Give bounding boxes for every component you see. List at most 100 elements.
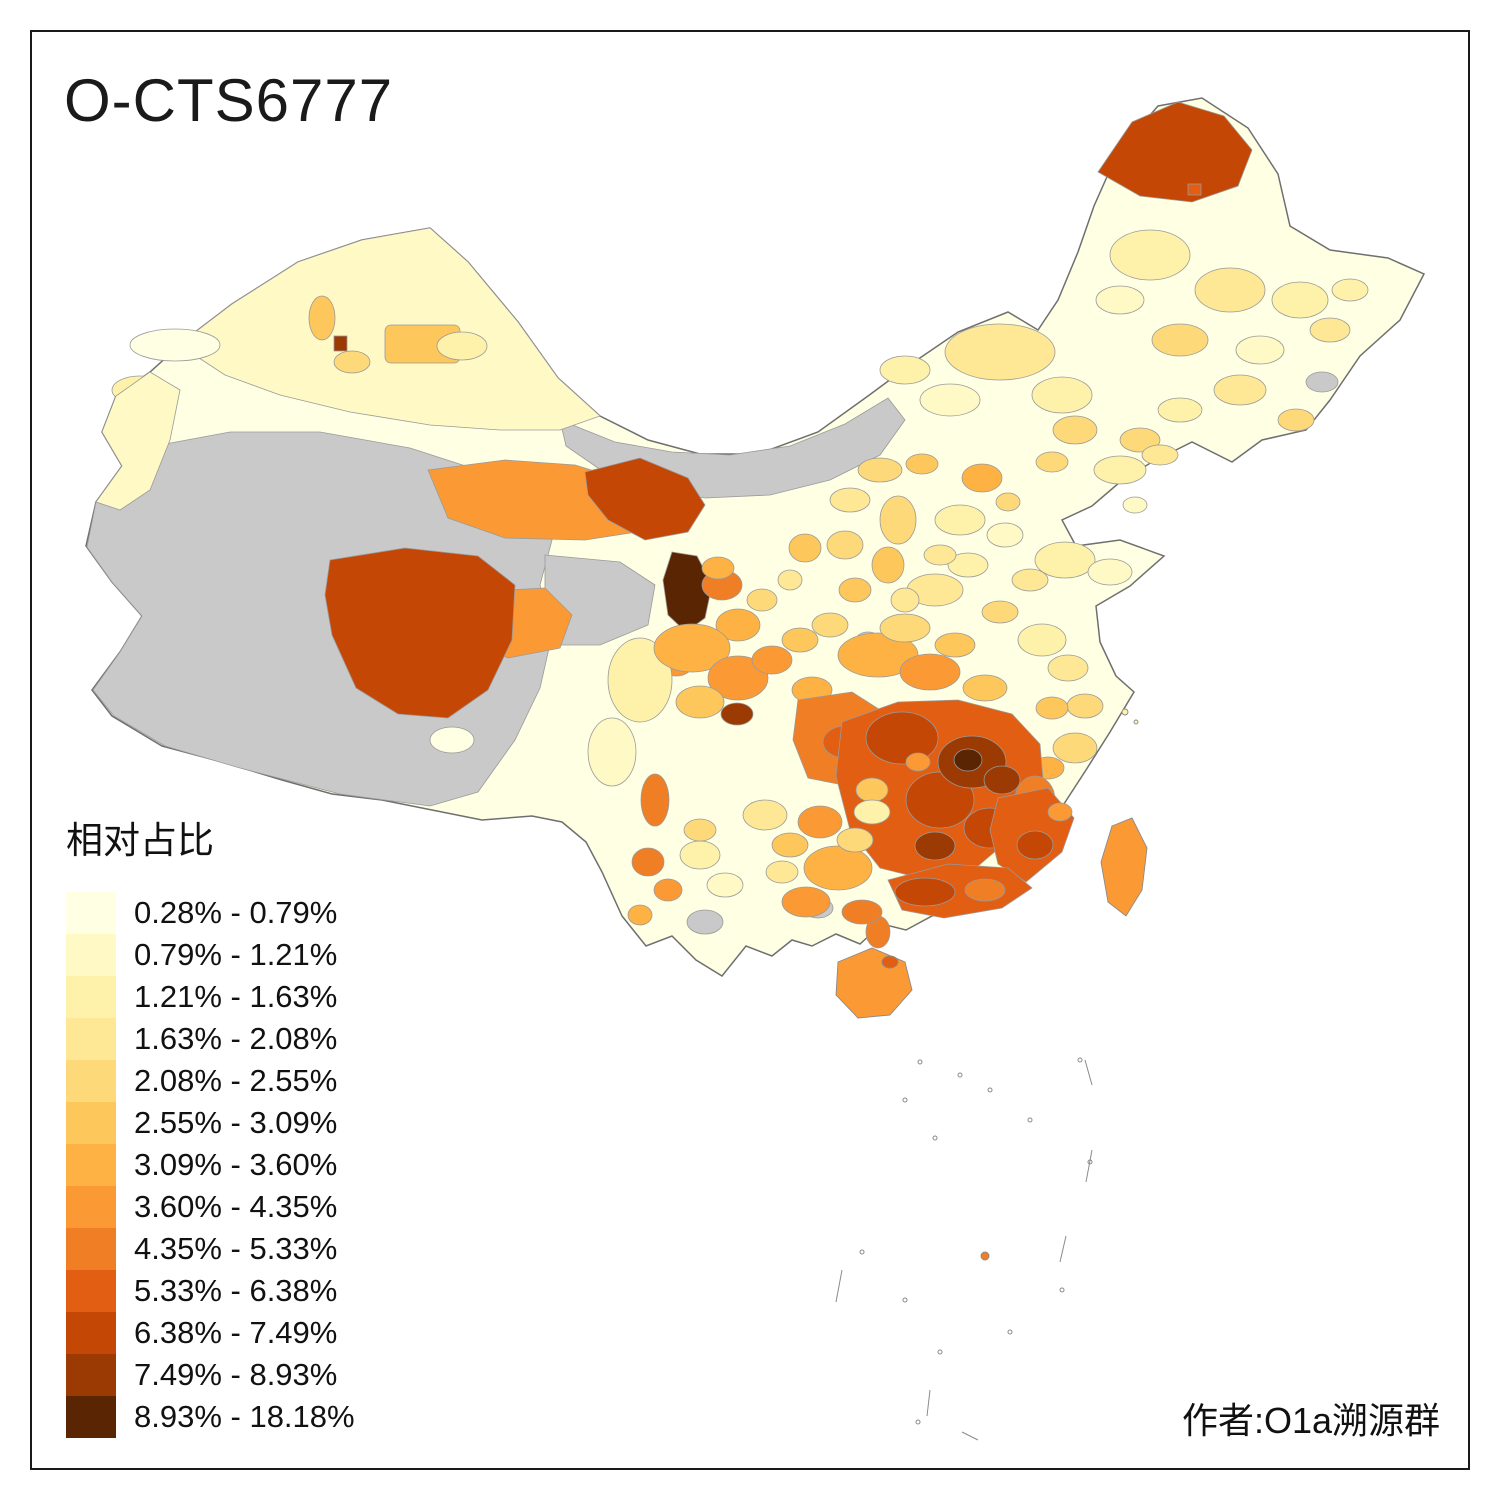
prefecture-region <box>899 653 961 691</box>
legend-swatch <box>66 1396 116 1438</box>
prefecture-region <box>803 845 873 891</box>
prefecture-region <box>429 726 475 754</box>
prefecture-region <box>1141 444 1179 466</box>
prefecture-region <box>640 773 670 827</box>
legend-swatch <box>66 1186 116 1228</box>
prefecture-region <box>333 335 348 352</box>
island-region <box>980 1251 990 1261</box>
prefecture-region <box>995 492 1021 512</box>
prefecture-region <box>1109 229 1191 281</box>
chart-title: O-CTS6777 <box>64 67 394 134</box>
prefecture-region <box>1047 802 1073 822</box>
prefecture-region <box>746 588 778 612</box>
prefecture-region <box>811 612 849 638</box>
prefecture-region <box>914 831 956 861</box>
prefecture-region <box>129 328 221 362</box>
prefecture-region <box>1271 281 1329 319</box>
legend-item: 7.49% - 8.93% <box>66 1354 355 1396</box>
prefecture-region <box>95 371 181 511</box>
legend-swatch <box>66 1144 116 1186</box>
legend-swatch <box>66 976 116 1018</box>
prefecture-region <box>1066 693 1104 719</box>
legend-swatch <box>66 1354 116 1396</box>
prefecture-region <box>1277 408 1315 432</box>
prefecture-region <box>1194 267 1266 313</box>
legend-label: 4.35% - 5.33% <box>134 1231 338 1266</box>
legend-label: 0.28% - 0.79% <box>134 895 338 930</box>
prefecture-region <box>857 457 903 483</box>
prefecture-region <box>683 818 717 842</box>
taiwan-island <box>1100 817 1148 917</box>
prefecture-region <box>587 717 637 787</box>
prefecture-region <box>962 674 1008 702</box>
prefecture-region <box>905 752 931 772</box>
prefecture-region <box>871 546 905 584</box>
prefecture-region <box>1187 183 1202 196</box>
prefecture-region <box>1309 317 1351 343</box>
legend-label: 8.93% - 18.18% <box>134 1399 355 1434</box>
prefecture-region <box>894 877 956 907</box>
prefecture-region <box>879 355 931 385</box>
prefecture-regions <box>95 101 1369 949</box>
prefecture-region <box>1213 374 1267 406</box>
island-region <box>1133 719 1139 725</box>
sea-islets <box>835 1057 1093 1441</box>
legend-swatch <box>66 1060 116 1102</box>
legend-label: 2.08% - 2.55% <box>134 1063 338 1098</box>
prefecture-region-nagqu <box>324 547 516 719</box>
prefecture-region <box>788 533 822 563</box>
legend-label: 3.09% - 3.60% <box>134 1147 338 1182</box>
prefecture-region <box>964 878 1006 902</box>
prefecture-region <box>986 522 1024 548</box>
prefecture-region <box>1093 455 1147 485</box>
prefecture-region <box>836 827 874 853</box>
prefecture-region <box>1011 568 1049 592</box>
prefecture-region <box>838 577 872 603</box>
prefecture-region <box>777 569 803 591</box>
prefecture-region <box>953 748 983 772</box>
legend-item: 4.35% - 5.33% <box>66 1228 355 1270</box>
prefecture-region <box>1034 541 1096 579</box>
prefecture-region <box>855 777 889 803</box>
prefecture-region <box>944 323 1056 381</box>
prefecture-region <box>879 495 917 545</box>
legend-swatch <box>66 1102 116 1144</box>
prefecture-region <box>607 637 673 723</box>
prefecture-region <box>981 600 1019 624</box>
legend-item: 0.79% - 1.21% <box>66 934 355 976</box>
legend-label: 5.33% - 6.38% <box>134 1273 338 1308</box>
prefecture-region <box>1122 496 1148 514</box>
prefecture-region <box>797 805 843 839</box>
legend-item: 5.33% - 6.38% <box>66 1270 355 1312</box>
prefecture-region <box>1035 451 1069 473</box>
prefecture-region <box>627 904 653 926</box>
island-region <box>881 955 899 969</box>
legend-label: 1.63% - 2.08% <box>134 1021 338 1056</box>
prefecture-region <box>1016 830 1054 860</box>
prefecture-region-heihe <box>1097 101 1253 203</box>
prefecture-region <box>890 587 920 613</box>
legend-label: 0.79% - 1.21% <box>134 937 338 972</box>
no-data-region <box>1305 371 1339 393</box>
prefecture-region <box>879 613 931 643</box>
prefecture-region <box>751 645 793 675</box>
prefecture-region <box>841 899 883 925</box>
prefecture-region <box>947 552 989 578</box>
prefecture-region <box>923 544 957 566</box>
legend-item: 2.08% - 2.55% <box>66 1060 355 1102</box>
legend-item: 3.60% - 4.35% <box>66 1186 355 1228</box>
prefecture-region <box>826 530 864 560</box>
prefecture-region <box>905 771 975 829</box>
prefecture-region <box>707 655 769 701</box>
prefecture-region <box>715 608 761 642</box>
prefecture-region <box>1119 427 1161 453</box>
legend-item: 1.21% - 1.63% <box>66 976 355 1018</box>
prefecture-region <box>1331 278 1369 302</box>
prefecture-region <box>1095 285 1145 315</box>
prefecture-region <box>905 453 939 475</box>
no-data-region <box>686 909 724 935</box>
legend-swatch <box>66 1228 116 1270</box>
legend-item: 2.55% - 3.09% <box>66 1102 355 1144</box>
legend-item: 0.28% - 0.79% <box>66 892 355 934</box>
